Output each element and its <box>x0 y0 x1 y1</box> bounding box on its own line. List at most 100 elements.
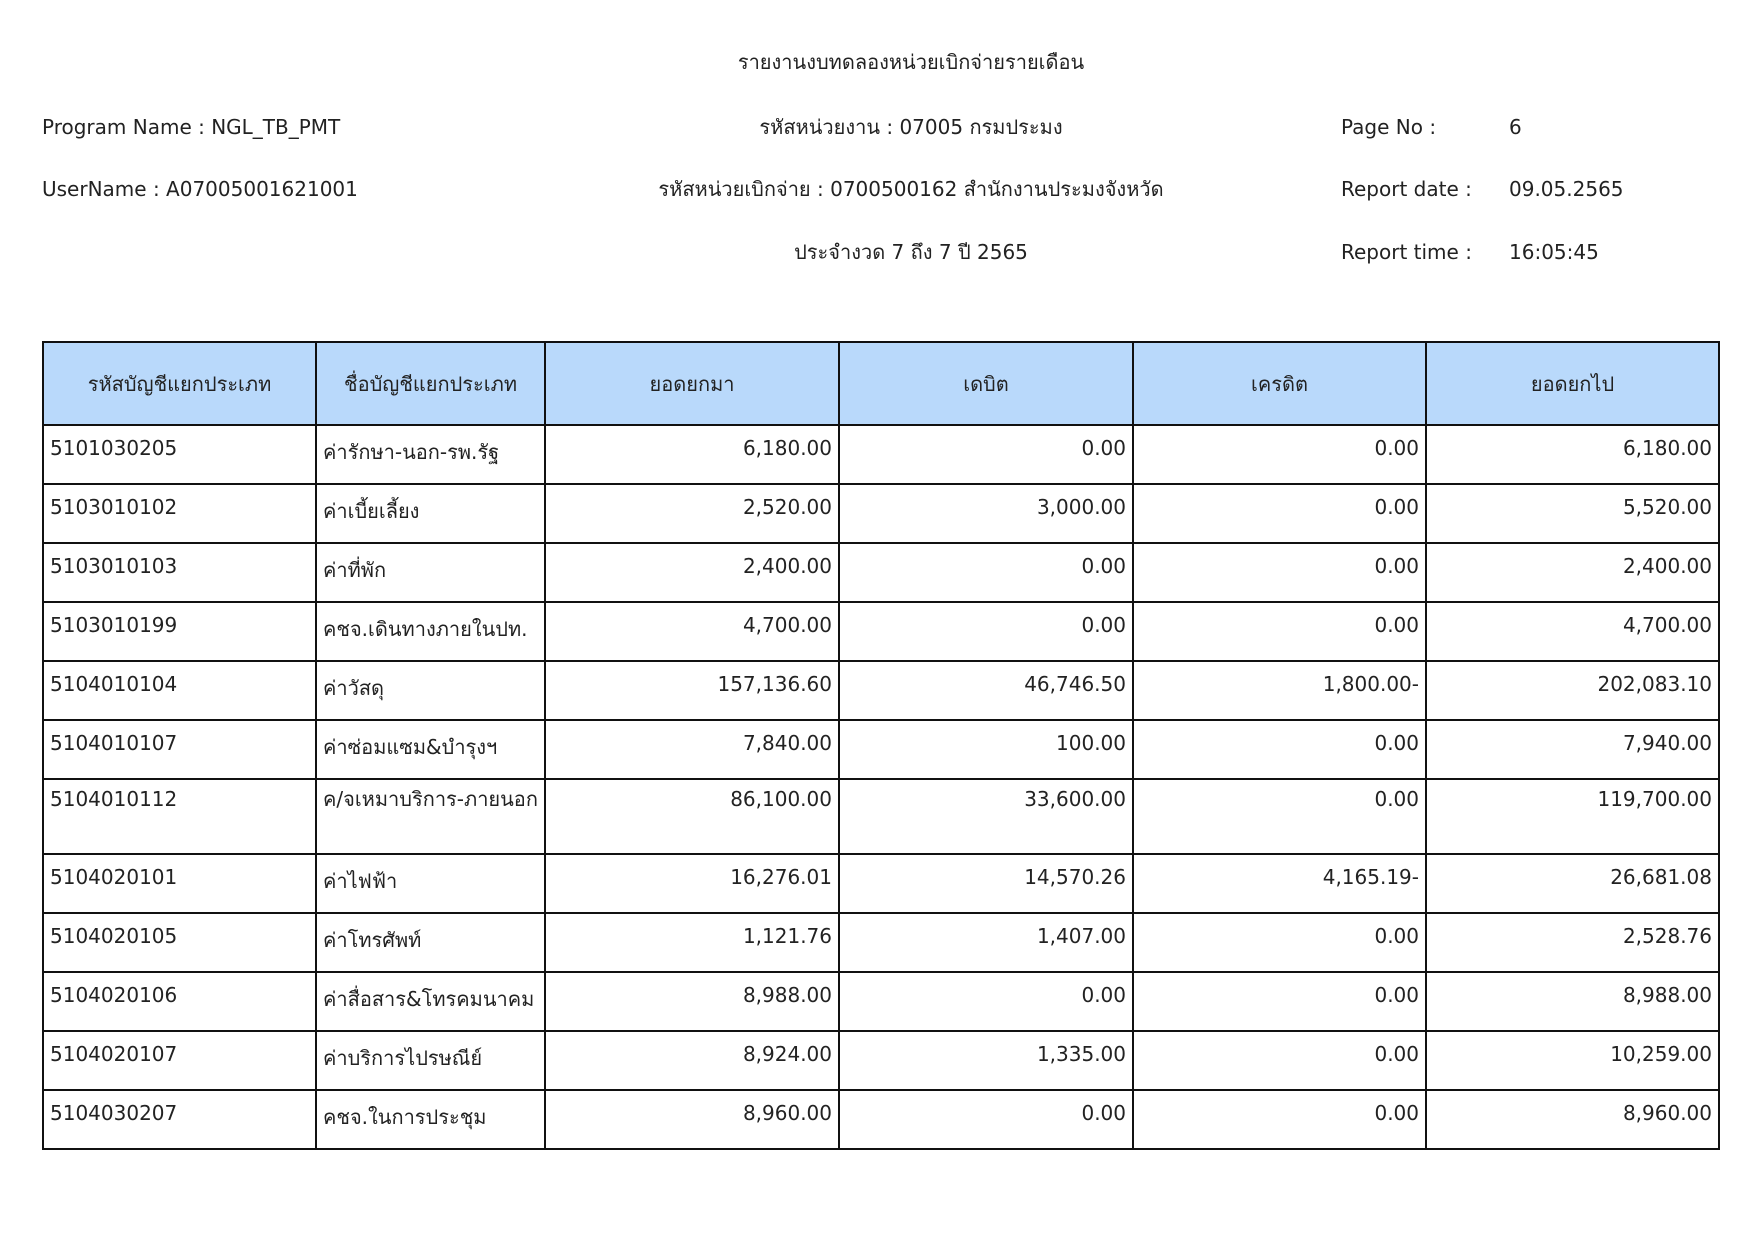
cell-debit: 1,335.00 <box>838 1030 1134 1091</box>
cell-closing-balance: 202,083.10 <box>1425 660 1720 721</box>
cell-account-name: ค่าที่พัก <box>315 542 546 603</box>
cell-opening-balance: 8,924.00 <box>544 1030 840 1091</box>
cell-closing-balance: 8,988.00 <box>1425 971 1720 1032</box>
cell-account-code: 5104010104 <box>42 660 317 721</box>
cell-credit: 0.00 <box>1132 719 1427 780</box>
report-date: 09.05.2565 <box>1509 177 1624 201</box>
cell-closing-balance: 26,681.08 <box>1425 853 1720 914</box>
table-row: 5104020105 ค่าโทรศัพท์ 1,121.76 1,407.00 0.0… <box>42 912 1720 973</box>
cell-debit: 0.00 <box>838 542 1134 603</box>
cell-account-code: 5103010102 <box>42 483 317 544</box>
cell-debit: 33,600.00 <box>838 778 1134 855</box>
table-row: 5103010102 ค่าเบี้ยเลี้ยง 2,520.00 3,000.00… <box>42 483 1720 544</box>
column-header-opening-balance: ยอดยกมา <box>544 341 840 426</box>
cell-account-name: ค่าวัสดุ <box>315 660 546 721</box>
cell-opening-balance: 6,180.00 <box>544 424 840 485</box>
cell-closing-balance: 4,700.00 <box>1425 601 1720 662</box>
cell-account-code: 5103010199 <box>42 601 317 662</box>
cell-closing-balance: 6,180.00 <box>1425 424 1720 485</box>
cell-credit: 0.00 <box>1132 778 1427 855</box>
cell-debit: 100.00 <box>838 719 1134 780</box>
cell-credit: 0.00 <box>1132 424 1427 485</box>
cell-credit: 0.00 <box>1132 1089 1427 1150</box>
column-header-credit: เครดิต <box>1132 341 1427 426</box>
table-row: 5104020106 ค่าสื่อสาร&โทรคมนาคม 8,988.00 0.… <box>42 971 1720 1032</box>
cell-account-code: 5104010112 <box>42 778 317 855</box>
disbursing-unit: รหัสหน่วยเบิกจ่าย : 0700500162 สำนักงานป… <box>658 177 1164 201</box>
table-row: 5104010112 ค/จเหมาบริการ-ภายนอก 86,100.00 3… <box>42 778 1720 855</box>
cell-account-name: ค่าเบี้ยเลี้ยง <box>315 483 546 544</box>
table-row: 5101030205 ค่ารักษา-นอก-รพ.รัฐ 6,180.00 0.0… <box>42 424 1720 485</box>
cell-account-code: 5104010107 <box>42 719 317 780</box>
cell-account-code: 5104020106 <box>42 971 317 1032</box>
cell-debit: 0.00 <box>838 424 1134 485</box>
table-row: 5104010104 ค่าวัสดุ 157,136.60 46,746.50 1,8… <box>42 660 1720 721</box>
cell-credit: 0.00 <box>1132 912 1427 973</box>
cell-opening-balance: 157,136.60 <box>544 660 840 721</box>
cell-account-name: ค่ารักษา-นอก-รพ.รัฐ <box>315 424 546 485</box>
table-row: 5103010103 ค่าที่พัก 2,400.00 0.00 0.00 2,400… <box>42 542 1720 603</box>
cell-account-name: ค่าซ่อมแซม&บำรุงฯ <box>315 719 546 780</box>
cell-opening-balance: 2,400.00 <box>544 542 840 603</box>
cell-account-code: 5104020107 <box>42 1030 317 1091</box>
page-no: 6 <box>1509 115 1522 139</box>
table-row: 5104020101 ค่าไฟฟ้า 16,276.01 14,570.26 4,16… <box>42 853 1720 914</box>
cell-debit: 1,407.00 <box>838 912 1134 973</box>
cell-credit: 4,165.19- <box>1132 853 1427 914</box>
cell-credit: 1,800.00- <box>1132 660 1427 721</box>
cell-account-code: 5104020101 <box>42 853 317 914</box>
cell-debit: 14,570.26 <box>838 853 1134 914</box>
cell-debit: 0.00 <box>838 1089 1134 1150</box>
trial-balance-table: รหัสบัญชีแยกประเภท ชื่อบัญชีแยกประเภท ยอดย… <box>42 341 1720 1150</box>
report-time: 16:05:45 <box>1509 240 1599 264</box>
cell-account-name: ค/จเหมาบริการ-ภายนอก <box>315 778 546 855</box>
column-header-account-name: ชื่อบัญชีแยกประเภท <box>315 341 546 426</box>
cell-account-code: 5104030207 <box>42 1089 317 1150</box>
cell-account-name: คชจ.ในการประชุม <box>315 1089 546 1150</box>
cell-debit: 0.00 <box>838 601 1134 662</box>
table-row: 5104030207 คชจ.ในการประชุม 8,960.00 0.00 0.0… <box>42 1089 1720 1150</box>
cell-account-name: ค่าไฟฟ้า <box>315 853 546 914</box>
cell-opening-balance: 8,988.00 <box>544 971 840 1032</box>
cell-credit: 0.00 <box>1132 601 1427 662</box>
cell-opening-balance: 86,100.00 <box>544 778 840 855</box>
cell-opening-balance: 8,960.00 <box>544 1089 840 1150</box>
table-header-row: รหัสบัญชีแยกประเภท ชื่อบัญชีแยกประเภท ยอดย… <box>42 341 1720 426</box>
cell-account-name: ค่าสื่อสาร&โทรคมนาคม <box>315 971 546 1032</box>
cell-opening-balance: 2,520.00 <box>544 483 840 544</box>
page-no-label: Page No : <box>1341 115 1437 139</box>
cell-account-name: คชจ.เดินทางภายในปท. <box>315 601 546 662</box>
cell-credit: 0.00 <box>1132 971 1427 1032</box>
cell-account-code: 5101030205 <box>42 424 317 485</box>
cell-account-name: ค่าโทรศัพท์ <box>315 912 546 973</box>
cell-closing-balance: 10,259.00 <box>1425 1030 1720 1091</box>
table-row: 5104020107 ค่าบริการไปรษณีย์ 8,924.00 1,335… <box>42 1030 1720 1091</box>
cell-account-code: 5104020105 <box>42 912 317 973</box>
column-header-closing-balance: ยอดยกไป <box>1425 341 1720 426</box>
cell-debit: 46,746.50 <box>838 660 1134 721</box>
report-date-label: Report date : <box>1341 177 1472 201</box>
cell-closing-balance: 5,520.00 <box>1425 483 1720 544</box>
cell-closing-balance: 2,528.76 <box>1425 912 1720 973</box>
cell-debit: 0.00 <box>838 971 1134 1032</box>
cell-account-code: 5103010103 <box>42 542 317 603</box>
cell-opening-balance: 4,700.00 <box>544 601 840 662</box>
cell-closing-balance: 2,400.00 <box>1425 542 1720 603</box>
column-header-account-code: รหัสบัญชีแยกประเภท <box>42 341 317 426</box>
table-row: 5104010107 ค่าซ่อมแซม&บำรุงฯ 7,840.00 100.0… <box>42 719 1720 780</box>
cell-debit: 3,000.00 <box>838 483 1134 544</box>
column-header-debit: เดบิต <box>838 341 1134 426</box>
cell-opening-balance: 7,840.00 <box>544 719 840 780</box>
period: ประจำงวด 7 ถึง 7 ปี 2565 <box>794 240 1028 264</box>
cell-opening-balance: 1,121.76 <box>544 912 840 973</box>
cell-credit: 0.00 <box>1132 1030 1427 1091</box>
cell-closing-balance: 8,960.00 <box>1425 1089 1720 1150</box>
cell-opening-balance: 16,276.01 <box>544 853 840 914</box>
username: UserName : A07005001621001 <box>42 177 358 201</box>
table-row: 5103010199 คชจ.เดินทางภายในปท. 4,700.00 0.0… <box>42 601 1720 662</box>
agency-code: รหัสหน่วยงาน : 07005 กรมประมง <box>759 115 1063 139</box>
cell-credit: 0.00 <box>1132 542 1427 603</box>
report-time-label: Report time : <box>1341 240 1472 264</box>
cell-account-name: ค่าบริการไปรษณีย์ <box>315 1030 546 1091</box>
program-name: Program Name : NGL_TB_PMT <box>42 115 341 139</box>
